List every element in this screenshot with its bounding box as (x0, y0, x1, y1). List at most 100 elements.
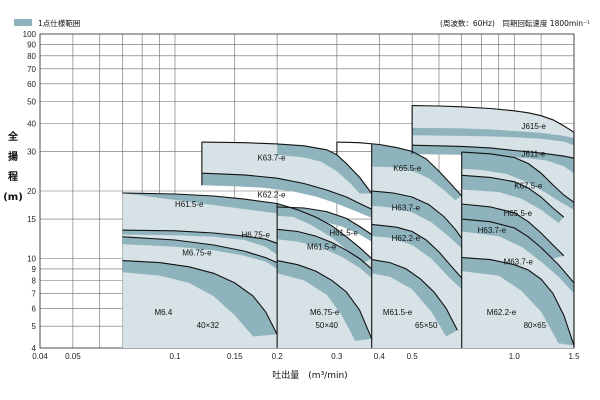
size-labels: 40×32 50×40 65×50 80×65 (197, 321, 547, 330)
x-tick-label: 0.04 (32, 352, 48, 361)
y-axis-char: (m) (3, 192, 23, 203)
x-tick-label: 0.5 (407, 352, 419, 361)
y-tick-label: 60 (27, 80, 36, 89)
x-tick-label: 0.15 (227, 352, 243, 361)
y-tick-label: 7 (32, 289, 37, 298)
size-group-label: 80×65 (524, 321, 547, 330)
spec-band (461, 219, 574, 294)
curve-line (461, 203, 565, 257)
y-tick-label: 9 (32, 265, 37, 274)
y-axis-char: 揚 (8, 150, 18, 163)
series-label: K65.5-e (393, 164, 422, 173)
size-group-label: 65×50 (415, 321, 438, 330)
curve-line (276, 260, 373, 339)
curve-line (461, 257, 575, 346)
x-tick-label: 0.4 (374, 352, 386, 361)
x-tick-label: 0.1 (169, 352, 181, 361)
curve-line (371, 259, 458, 331)
x-axis-label: 吐出量 (m³/min) (272, 369, 347, 381)
spec-band (277, 229, 372, 278)
y-tick-label: 40 (27, 119, 36, 128)
series-label: H63.7-e (392, 203, 421, 212)
spec-band (461, 175, 564, 223)
y-axis-label: 全 揚 程 (m) (3, 130, 23, 203)
series-label: M6.75-e (182, 249, 212, 258)
spec-band (371, 143, 462, 201)
x-tick-label: 1.5 (568, 352, 580, 361)
spec-band (412, 127, 574, 146)
spec-band (371, 191, 462, 249)
series-label: H62.2-e (392, 234, 421, 243)
spec-band (277, 143, 372, 194)
spec-band (122, 193, 372, 263)
series-label: H61.5-e (175, 200, 204, 209)
y-axis-char: 全 (7, 130, 19, 143)
series-label: M61.5-e (383, 308, 413, 317)
series-label: K67.5-e (514, 182, 543, 191)
curve-line (122, 192, 373, 260)
curve-outlines (122, 105, 575, 348)
y-axis-char: 程 (8, 170, 18, 183)
y-tick-label: 10 (27, 255, 36, 264)
y-tick-label: 20 (27, 187, 36, 196)
series-label: H6.75-e (241, 231, 270, 240)
spec-band (461, 257, 574, 346)
spec-bands (122, 127, 574, 346)
y-tick-label: 50 (27, 98, 36, 107)
x-tick-label: 0.2 (272, 352, 284, 361)
series-label: M6.75-e (310, 308, 340, 317)
curve-line (201, 172, 372, 210)
spec-band (461, 152, 574, 210)
legend-label: 1点仕様範囲 (38, 18, 80, 28)
curve-line (461, 218, 575, 284)
x-tick-label: 0.05 (65, 352, 81, 361)
x-tick-label: 0.3 (331, 352, 343, 361)
spec-band (122, 230, 278, 255)
spec-band (122, 236, 278, 269)
series-label: H61.5-e (329, 228, 358, 237)
curve-line (277, 206, 373, 235)
spec-band (201, 173, 372, 218)
curve-line (371, 223, 463, 279)
y-tick-label: 6 (32, 304, 37, 313)
spec-band (371, 259, 458, 337)
y-tick-label: 30 (27, 147, 36, 156)
size-group-label: 50×40 (315, 321, 338, 330)
series-label: M62.2-e (487, 308, 517, 317)
series-label: M61.5-e (307, 242, 337, 251)
spec-band (412, 145, 574, 174)
series-label: M63.7-e (504, 258, 534, 267)
y-tick-label: 4 (32, 344, 37, 353)
spec-band (277, 206, 372, 242)
series-label: K63.7-e (257, 154, 286, 163)
y-tick-label: 80 (27, 52, 36, 61)
curve-line (412, 105, 575, 133)
curve-line (122, 236, 278, 264)
x-tick-labels: 0.04 0.05 0.1 0.15 0.2 0.3 0.4 0.5 1.0 1.5 (32, 352, 580, 361)
curve-line (461, 174, 565, 218)
curve-line (412, 144, 575, 159)
y-tick-label: 70 (27, 65, 36, 74)
curve-line (201, 141, 373, 194)
legend: 1点仕様範囲 (14, 18, 80, 28)
y-tick-label: 100 (23, 30, 37, 39)
curve-line (461, 151, 575, 203)
curve-line (277, 228, 373, 270)
y-tick-label: 90 (27, 40, 36, 49)
y-tick-label: 15 (27, 215, 36, 224)
spec-band (371, 224, 462, 290)
series-label: H63.7-e (478, 226, 507, 235)
legend-swatch (14, 19, 32, 26)
series-label: M6.4 (154, 308, 172, 317)
spec-band (277, 260, 372, 341)
curve-line (122, 229, 278, 244)
series-label: J611-e (521, 149, 545, 158)
model-labels: M6.4 M6.75-e H6.75-e H61.5-e M6.75-e M61.5-e H… (154, 122, 546, 317)
spec-band (122, 260, 278, 337)
series-label: J615-e (521, 122, 546, 131)
y-tick-label: 5 (32, 322, 37, 331)
series-label: H65.5-e (504, 209, 533, 218)
